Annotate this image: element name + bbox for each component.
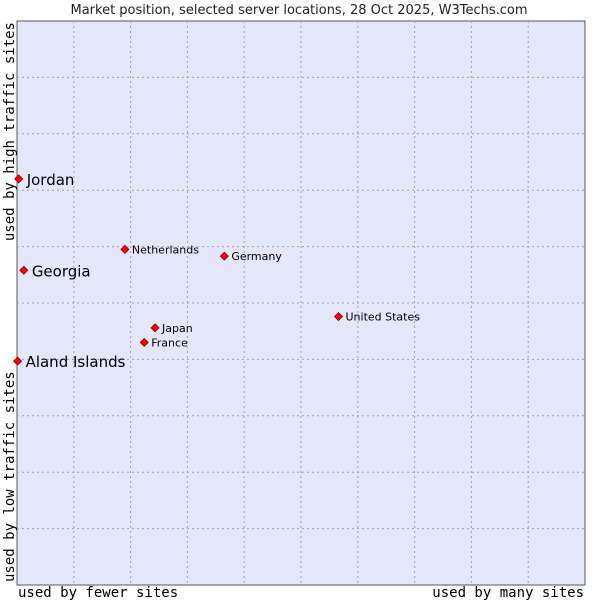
gridlines (17, 21, 585, 585)
x-axis-label-left: used by fewer sites (18, 585, 178, 600)
point-marker (120, 244, 130, 254)
point-label: Japan (161, 322, 193, 335)
data-point-united-states: United States (333, 311, 420, 324)
data-point-france: France (139, 336, 188, 349)
data-point-georgia: Georgia (19, 262, 91, 280)
data-point-netherlands: Netherlands (120, 243, 199, 256)
point-label: Aland Islands (26, 353, 126, 371)
point-marker (219, 251, 229, 261)
data-point-jordan: Jordan (14, 171, 75, 189)
point-marker (14, 174, 24, 184)
y-axis-label-top: used by high traffic sites (2, 22, 18, 241)
chart-title: Market position, selected server locatio… (70, 3, 527, 18)
point-label: Jordan (26, 171, 75, 189)
y-axis-label-bottom: used by low traffic sites (2, 371, 18, 582)
point-marker (150, 323, 160, 333)
data-point-germany: Germany (219, 250, 282, 263)
data-point-japan: Japan (150, 322, 193, 335)
data-points: Jordan Georgia Aland Islands Netherlands Ger… (13, 171, 420, 371)
point-label: Netherlands (132, 243, 199, 256)
data-point-aland-islands: Aland Islands (13, 353, 126, 371)
point-marker (139, 337, 149, 348)
point-marker (19, 265, 29, 275)
point-label: France (151, 336, 188, 349)
x-axis-label-right: used by many sites (432, 585, 584, 600)
point-marker (333, 311, 344, 322)
point-label: Georgia (32, 262, 91, 280)
point-marker (13, 356, 23, 366)
point-label: Germany (231, 250, 282, 263)
point-label: United States (345, 311, 420, 324)
